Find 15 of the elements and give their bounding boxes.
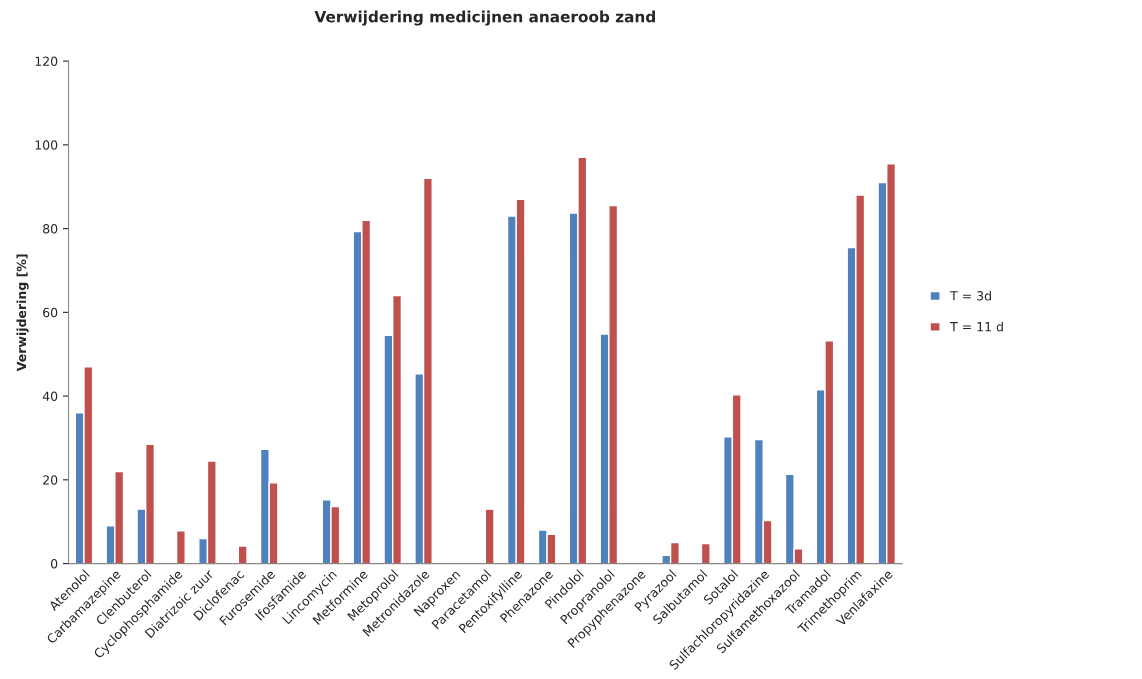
y-tick-label: 120 [35,56,58,67]
bar [237,545,248,564]
y-tick-label: 60 [43,307,58,318]
y-tick-label: 40 [42,391,58,402]
y-tick-label: 0 [50,559,58,569]
bar [175,530,186,564]
y-axis-title: Verwijdering [%] [16,254,29,372]
y-tick-label: 20 [43,475,58,485]
bar [484,508,495,564]
y-tick-label: 80 [43,224,58,234]
bar [700,542,711,564]
legend-label: T = 11 d [950,321,1003,332]
y-tick-label: 100 [35,140,58,150]
legend-label: T = 3d [950,290,991,301]
chart-title: Verwijdering medicijnen anaeroob zand [314,10,655,26]
